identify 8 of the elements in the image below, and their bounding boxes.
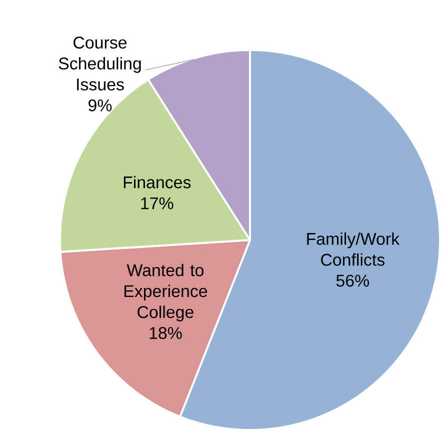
slice-label: Wanted to Experience College [124,264,208,322]
slice-label: Finances [124,176,191,188]
slice-label: Course Scheduling Issues [58,36,141,90]
slice-label: Family/Work Conflicts [307,232,400,266]
data-label: 18% [150,327,182,340]
data-label: 17% [141,197,174,210]
data-label: 9% [88,99,112,112]
data-label: 56% [336,274,369,287]
